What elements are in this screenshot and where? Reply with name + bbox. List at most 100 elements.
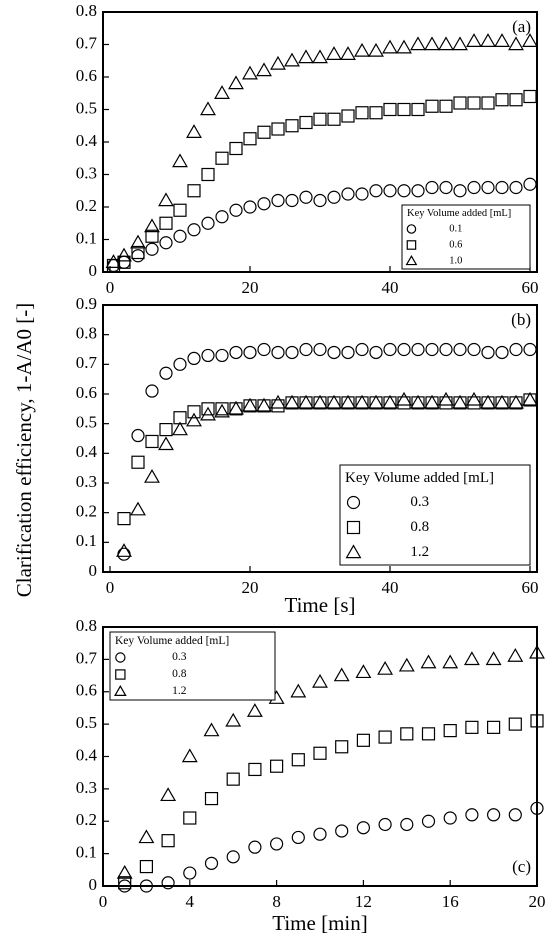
legend-label: 0.8 [410,519,429,535]
y-tick-label: 0.1 [76,531,97,550]
data-point [467,180,481,195]
legend-marker [406,224,417,234]
data-point [172,153,188,168]
data-point [131,249,145,263]
data-point [183,811,197,825]
y-tick-label: 0.6 [76,681,97,700]
data-point [201,348,215,363]
data-point [397,396,411,410]
y-tick-label: 0.8 [76,324,97,343]
data-point [187,405,201,419]
data-point [172,421,188,436]
data-point [452,36,468,51]
data-point [312,673,328,688]
data-point [159,236,173,250]
data-point [229,345,243,360]
data-point [248,762,262,777]
data-point [130,234,146,249]
data-point [284,52,300,67]
data-point [248,840,262,854]
data-point [341,345,355,360]
data-point [495,180,509,195]
y-tick-label: 0.3 [76,778,97,797]
data-point [453,342,467,357]
data-point [355,187,369,201]
data-point [530,714,544,728]
y-tick-label: 0.7 [76,353,98,372]
x-tick-label: 60 [522,578,539,597]
x-tick-label: 20 [242,578,259,597]
data-point [382,394,398,409]
x-tick-label: 16 [442,892,459,911]
legend-marker [405,254,418,266]
data-point [439,342,453,357]
data-point [438,36,454,51]
data-point [424,394,440,409]
data-point [204,791,219,806]
data-point [507,648,524,662]
data-point [453,184,467,198]
data-point [214,403,230,418]
data-point [383,102,397,117]
y-tick-label: 0.6 [76,383,97,402]
panel-label: (c) [512,857,531,876]
data-point [145,242,159,256]
legend-marker [115,652,126,663]
data-point [382,39,398,54]
data-point [313,746,327,760]
data-point [117,547,131,561]
data-point [465,720,479,734]
data-point [508,36,524,51]
data-point [187,184,201,198]
data-point [187,223,201,237]
y-tick-label: 0.4 [76,131,98,150]
y-axis-label: Clarification efficiency, 1-A/A0 [-] [12,303,36,597]
data-point [467,342,481,357]
legend-marker [114,685,127,697]
data-point [215,402,229,416]
x-tick-label: 12 [355,892,372,911]
data-point [257,125,271,139]
data-point [130,501,146,516]
data-point [291,830,305,845]
data-point [201,216,215,230]
data-point [181,748,198,763]
data-point [215,348,229,363]
data-point [160,787,177,802]
data-point [204,856,219,870]
x-tick-label: 20 [529,892,546,911]
data-point [173,357,187,371]
data-point [173,229,187,243]
data-point [145,384,159,398]
data-point [186,412,202,427]
data-point [341,187,355,201]
data-point [326,394,342,409]
data-point [480,394,496,409]
data-point [480,33,496,47]
y-tick-label: 0.3 [76,163,97,182]
data-point [487,808,501,822]
data-point [201,402,215,416]
data-point [523,177,537,191]
data-point [421,814,436,828]
legend-label: 1.0 [449,255,462,266]
data-point [246,703,263,717]
legend-title: Key Volume added [mL] [407,208,511,219]
data-point [341,109,355,123]
data-point [299,190,313,204]
data-point [327,190,341,204]
data-point [291,753,305,767]
data-point [481,96,495,110]
legend-marker [406,240,417,250]
data-point [494,33,510,47]
data-point [270,394,286,409]
data-point [299,115,313,130]
legend-title: Key Volume added [mL] [115,635,229,647]
data-point [313,342,327,357]
data-point [529,644,545,659]
data-point [396,391,412,406]
data-point [369,184,383,198]
x-tick-label: 40 [382,278,399,297]
data-point [494,394,510,409]
